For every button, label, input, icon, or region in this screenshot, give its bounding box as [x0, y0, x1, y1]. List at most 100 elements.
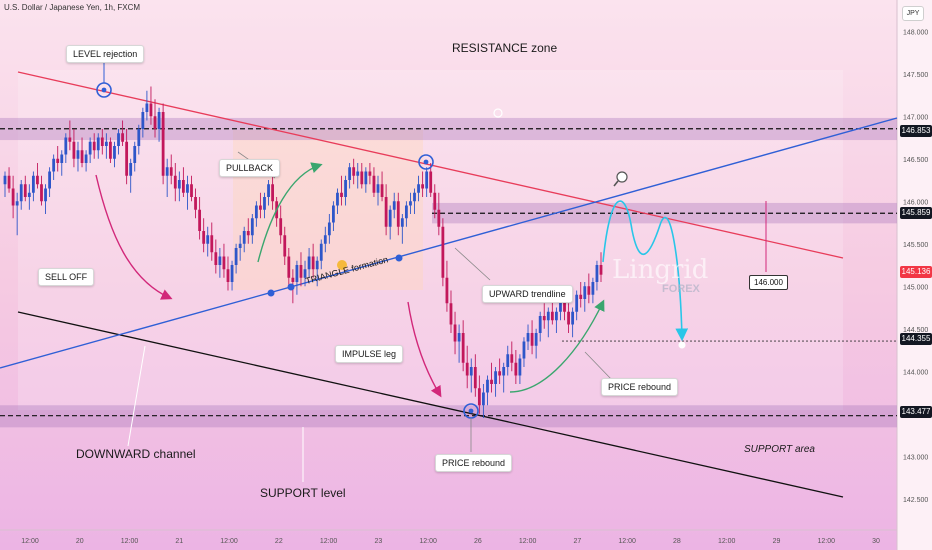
target-value-box: 146.000 — [749, 275, 788, 290]
candle-body — [522, 341, 526, 359]
candle-body — [279, 218, 283, 236]
candle-body — [31, 175, 35, 193]
touch-point-2 — [287, 283, 295, 291]
candle-body — [299, 265, 303, 278]
candle-body — [165, 167, 169, 176]
time-tick-label: 12:00 — [320, 538, 338, 545]
time-tick-label: 12:00 — [121, 538, 139, 545]
candle-body — [482, 392, 485, 406]
time-tick-label: 23 — [374, 538, 382, 545]
candle-body — [437, 209, 441, 227]
candle-body — [336, 192, 339, 206]
candle-body — [48, 171, 51, 189]
price-tick-label: 147.000 — [903, 114, 928, 121]
candle-body — [194, 197, 197, 210]
candle-body — [27, 192, 31, 197]
candle-body — [230, 265, 234, 282]
candle-body — [100, 137, 104, 146]
candle-body — [222, 256, 226, 270]
candle-body — [80, 150, 84, 163]
time-tick-label: 12:00 — [419, 538, 437, 545]
time-tick-label: 21 — [175, 538, 183, 545]
candle-body — [571, 311, 575, 325]
price-tick-label: 145.000 — [903, 284, 928, 291]
time-tick-label: 12:00 — [817, 538, 835, 545]
candle-body — [117, 133, 120, 146]
candle-body — [575, 294, 579, 312]
time-tick-label: 12:00 — [718, 538, 736, 545]
candle-body — [177, 180, 181, 189]
candle-body — [11, 188, 15, 206]
candle-body — [161, 112, 165, 176]
candle-body — [417, 184, 420, 193]
candle-body — [400, 218, 404, 227]
candle-body — [319, 243, 323, 261]
level-rejection-dot — [101, 87, 107, 93]
impulse-leg-label: IMPULSE leg — [335, 345, 404, 363]
candle-body — [7, 175, 11, 189]
candle-body — [449, 303, 453, 325]
candle-body — [206, 235, 210, 244]
time-tick-label: 29 — [773, 538, 781, 545]
candle-body — [263, 197, 266, 210]
price-tick-label: 145.500 — [903, 242, 928, 249]
price-tick-label: 144.000 — [903, 369, 928, 376]
rebound-low-dot — [468, 408, 474, 414]
candle-body — [246, 231, 250, 236]
candle-body — [360, 171, 364, 185]
price-rebound-low-label: PRICE rebound — [435, 454, 513, 472]
candle-body — [121, 133, 124, 142]
triangle-top-marker — [418, 154, 434, 170]
touch-point-3 — [395, 254, 403, 262]
price-tag-144355: 144.355 — [900, 333, 932, 345]
watermark-brand: Lingrid — [612, 255, 709, 285]
candle-body — [238, 243, 242, 248]
candle-body — [145, 103, 149, 112]
downward-channel-label: DOWNWARD channel — [76, 447, 196, 461]
price-tick-label: 147.500 — [903, 72, 928, 79]
candle-body — [526, 333, 530, 342]
candle-body — [445, 277, 449, 304]
candle-body — [218, 256, 222, 265]
currency-badge[interactable]: JPY — [902, 6, 924, 21]
candle-body — [202, 231, 206, 244]
time-axis-labels: 12:00 20 12:00 21 12:00 22 12:00 23 12:00 26 12:00… — [21, 538, 880, 545]
time-tick-label: 30 — [872, 538, 880, 545]
candle-body — [595, 265, 599, 282]
candle-body — [490, 379, 493, 384]
candle-body — [169, 167, 173, 176]
candles-layer — [3, 86, 603, 418]
price-tick-label: 146.000 — [903, 199, 928, 206]
candle-body — [465, 362, 469, 376]
candle-body — [68, 137, 72, 142]
candle-body — [441, 226, 445, 278]
candle-body — [327, 222, 331, 236]
candle-body — [267, 184, 270, 197]
candle-body — [214, 252, 218, 265]
candle-body — [559, 299, 562, 312]
pointer-price-rebound-right — [584, 351, 613, 381]
candle-body — [550, 311, 554, 321]
sell-off-arrow — [95, 174, 173, 300]
candle-body — [364, 171, 368, 185]
candle-body — [315, 260, 319, 270]
candle-body — [396, 201, 400, 227]
candle-body — [372, 175, 376, 193]
price-tick-label: 144.500 — [903, 327, 928, 334]
pullback-arrow — [257, 162, 323, 263]
candle-body — [534, 333, 538, 346]
candle-body — [311, 256, 315, 270]
price-tick-label: 146.500 — [903, 157, 928, 164]
candle-body — [44, 188, 47, 202]
candle-body — [380, 184, 384, 197]
candle-body — [36, 175, 39, 185]
candle-body — [486, 379, 489, 393]
candle-body — [583, 286, 587, 299]
candle-body — [518, 358, 522, 376]
candle-body — [271, 184, 274, 202]
candle-body — [348, 167, 352, 180]
candle-body — [587, 286, 591, 295]
candle-body — [109, 141, 112, 159]
candle-body — [453, 324, 457, 342]
